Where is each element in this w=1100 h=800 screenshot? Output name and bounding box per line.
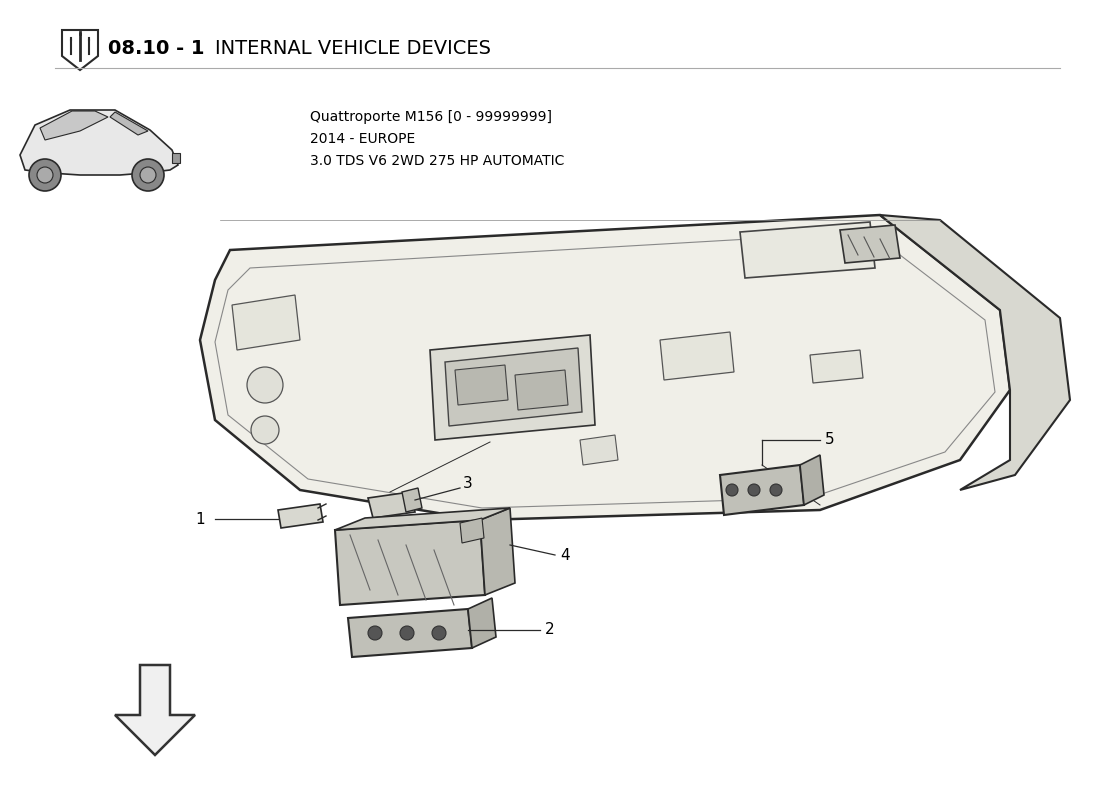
Polygon shape — [40, 111, 108, 140]
Text: INTERNAL VEHICLE DEVICES: INTERNAL VEHICLE DEVICES — [214, 38, 491, 58]
Polygon shape — [880, 215, 1070, 490]
Text: Quattroporte M156 [0 - 99999999]: Quattroporte M156 [0 - 99999999] — [310, 110, 552, 124]
Polygon shape — [515, 370, 568, 410]
Polygon shape — [368, 492, 415, 518]
Text: 3: 3 — [463, 477, 473, 491]
Polygon shape — [336, 520, 485, 605]
Polygon shape — [336, 508, 510, 530]
Text: 5: 5 — [825, 433, 835, 447]
Circle shape — [726, 484, 738, 496]
Polygon shape — [278, 504, 323, 528]
Polygon shape — [740, 222, 874, 278]
Circle shape — [132, 159, 164, 191]
Polygon shape — [172, 153, 180, 163]
Circle shape — [400, 626, 414, 640]
Polygon shape — [348, 609, 472, 657]
Circle shape — [37, 167, 53, 183]
Polygon shape — [810, 350, 864, 383]
Circle shape — [748, 484, 760, 496]
Circle shape — [248, 367, 283, 403]
Text: 2014 - EUROPE: 2014 - EUROPE — [310, 132, 416, 146]
Polygon shape — [580, 435, 618, 465]
Polygon shape — [660, 332, 734, 380]
Polygon shape — [455, 365, 508, 405]
Polygon shape — [20, 110, 178, 175]
Text: 4: 4 — [560, 547, 570, 562]
Polygon shape — [720, 465, 804, 515]
Circle shape — [770, 484, 782, 496]
Circle shape — [432, 626, 446, 640]
Polygon shape — [232, 295, 300, 350]
Text: 2: 2 — [544, 622, 554, 638]
Polygon shape — [200, 215, 1010, 520]
Polygon shape — [840, 225, 900, 263]
Polygon shape — [116, 665, 195, 755]
Polygon shape — [460, 518, 484, 543]
Circle shape — [251, 416, 279, 444]
Polygon shape — [430, 335, 595, 440]
Text: 1: 1 — [196, 511, 205, 526]
Polygon shape — [468, 598, 496, 648]
Polygon shape — [800, 455, 824, 505]
Polygon shape — [446, 348, 582, 426]
Text: 08.10 - 1: 08.10 - 1 — [108, 38, 205, 58]
Circle shape — [368, 626, 382, 640]
Polygon shape — [480, 508, 515, 595]
Polygon shape — [402, 488, 422, 512]
Circle shape — [29, 159, 60, 191]
Text: 3.0 TDS V6 2WD 275 HP AUTOMATIC: 3.0 TDS V6 2WD 275 HP AUTOMATIC — [310, 154, 564, 168]
Circle shape — [140, 167, 156, 183]
Polygon shape — [110, 112, 148, 135]
